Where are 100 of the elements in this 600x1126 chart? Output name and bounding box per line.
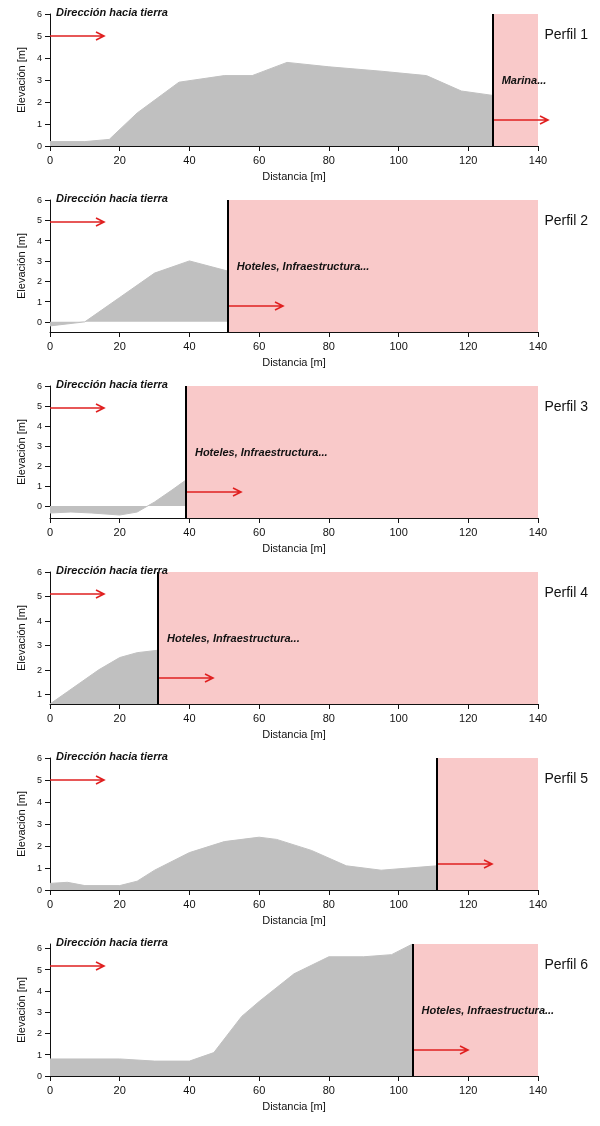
x-tick-label: 60 [253,339,266,352]
y-axis-title: Elevación [m] [14,46,27,114]
text: Perfil 1 [544,26,589,42]
y-tick-label: 3 [36,640,42,651]
band-label: Hoteles, Infraestructura... [194,446,328,458]
x-tick-label: 0 [46,525,54,538]
text: Perfil 4 [544,584,589,600]
x-tick-label: 40 [183,1083,196,1096]
y-tick-label: 4 [36,421,42,431]
x-axis-title: Distancia [m] [262,169,326,182]
x-tick-label: 100 [389,339,408,352]
x-tick-label: 60 [253,525,266,538]
x-tick-label: 100 [389,1083,408,1096]
y-tick-label: 5 [36,964,42,975]
y-tick-label: 3 [36,255,42,266]
y-tick-label: 6 [36,381,42,391]
y-tick-label: 5 [36,31,42,41]
x-tick-label: 40 [183,897,196,910]
x-tick-label: 60 [253,153,266,166]
text: Perfil 2 [544,212,589,228]
x-tick-label: 20 [113,525,126,538]
band-label: Hoteles, Infraestructura... [167,632,300,644]
x-axis-title: Distancia [m] [262,913,326,926]
y-axis-title: Elevación [m] [14,418,27,486]
x-tick-label: 80 [322,897,335,910]
x-axis-title: Distancia [m] [262,1099,326,1112]
x-tick-label: 140 [528,897,548,910]
y-tick-label: 3 [36,819,42,829]
y-tick-label: 3 [36,1007,42,1018]
text: Perfil 6 [544,956,589,972]
annotation: Dirección hacia tierra [56,191,168,204]
annotation: Dirección hacia tierra [56,935,168,948]
y-tick-label: 2 [36,664,42,675]
x-tick-label: 20 [113,339,126,352]
y-tick-label: 3 [36,75,42,85]
band-label: Hoteles, Infraestructura... [421,1004,555,1016]
y-axis-title: Elevación [m] [14,976,27,1044]
annotation: Dirección hacia tierra [56,749,168,762]
y-tick-label: 4 [36,797,42,807]
y-tick-label: 1 [36,296,42,307]
band-label: Marina... [501,74,547,86]
y-tick-label: 5 [36,591,42,602]
y-tick-label: 6 [36,9,42,19]
text: Perfil 5 [544,770,589,786]
x-tick-label: 120 [459,711,478,724]
x-tick-label: 80 [322,525,335,538]
y-tick-label: 1 [36,863,42,873]
y-tick-label: 6 [36,753,42,763]
x-tick-label: 20 [113,711,126,724]
x-axis-title: Distancia [m] [262,541,326,554]
x-tick-label: 40 [183,711,196,724]
y-tick-label: 5 [36,215,42,226]
x-tick-label: 80 [322,1083,335,1096]
x-tick-label: 20 [113,1083,126,1096]
band-label: Hoteles, Infraestructura... [236,260,370,272]
y-tick-label: 4 [36,53,42,63]
y-tick-label: 6 [36,943,42,954]
x-tick-label: 140 [528,339,548,352]
y-tick-label: 0 [36,885,42,895]
x-tick-label: 80 [322,153,335,166]
x-axis-title: Distancia [m] [262,727,326,740]
x-tick-label: 60 [253,711,266,724]
y-tick-label: 4 [36,985,42,996]
x-tick-label: 140 [528,525,548,538]
y-tick-label: 5 [36,775,42,785]
x-tick-label: 140 [528,1083,548,1096]
x-tick-label: 60 [253,1083,266,1096]
y-tick-label: 4 [36,235,42,246]
x-tick-label: 140 [528,711,548,724]
annotation: Dirección hacia tierra [56,377,168,390]
x-tick-label: 0 [46,897,54,910]
x-tick-label: 60 [253,897,266,910]
x-tick-label: 120 [459,1083,478,1096]
x-tick-label: 120 [459,525,478,538]
x-tick-label: 80 [322,339,335,352]
y-tick-label: 0 [36,141,42,151]
y-tick-label: 1 [36,119,42,129]
y-tick-label: 0 [36,316,42,327]
y-tick-label: 1 [36,689,42,700]
text: Perfil 3 [544,398,589,414]
x-tick-label: 100 [389,525,408,538]
x-tick-label: 100 [389,153,408,166]
x-tick-label: 40 [183,339,196,352]
y-tick-label: 2 [36,1028,42,1039]
x-tick-label: 20 [113,153,126,166]
x-tick-label: 20 [113,897,126,910]
x-tick-label: 0 [46,339,54,352]
y-tick-label: 6 [36,567,42,577]
y-axis-title: Elevación [m] [14,232,27,300]
y-tick-label: 2 [36,841,42,851]
y-axis-title: Elevación [m] [14,790,27,858]
x-tick-label: 100 [389,897,408,910]
x-tick-label: 120 [459,339,478,352]
x-tick-label: 0 [46,1083,54,1096]
y-tick-label: 4 [36,615,42,626]
x-tick-label: 120 [459,897,478,910]
x-tick-label: 40 [183,525,196,538]
x-tick-label: 140 [528,153,548,166]
y-tick-label: 2 [36,97,42,107]
y-tick-label: 3 [36,441,42,451]
